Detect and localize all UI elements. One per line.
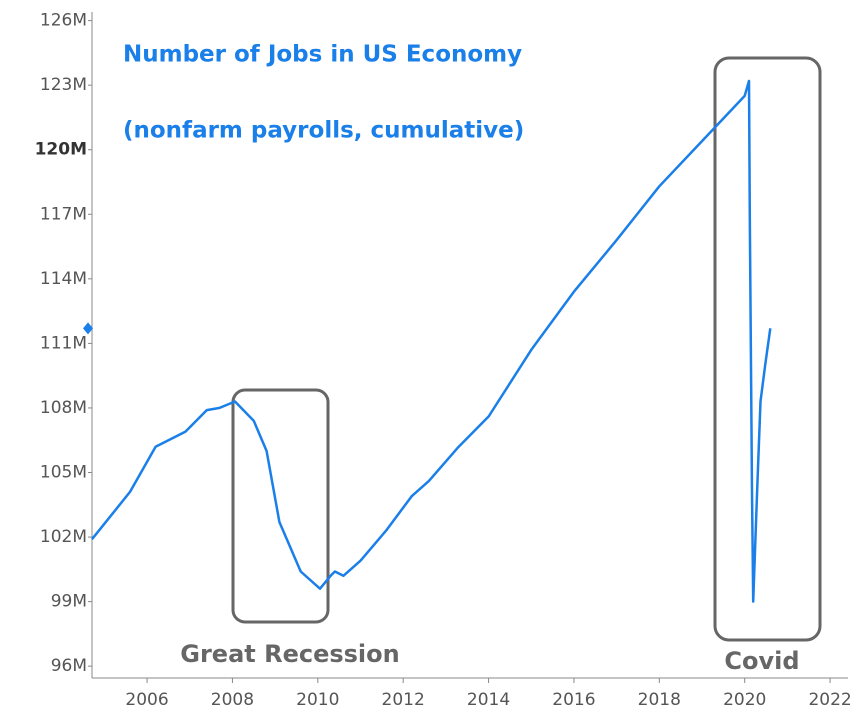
y-tick-label: 102M bbox=[40, 527, 87, 547]
y-tick-label: 126M bbox=[40, 11, 87, 31]
x-tick-label: 2018 bbox=[638, 690, 681, 710]
x-tick-label: 2012 bbox=[382, 690, 425, 710]
y-tick-label: 120M bbox=[35, 140, 87, 160]
x-tick-label: 2010 bbox=[296, 690, 339, 710]
y-tick-label: 123M bbox=[40, 75, 87, 95]
x-tick-label: 2008 bbox=[211, 690, 254, 710]
annotation: Great Recession bbox=[180, 640, 399, 668]
last-value-marker bbox=[83, 322, 93, 335]
highlight-box bbox=[713, 56, 822, 642]
y-tick-label: 108M bbox=[40, 398, 87, 418]
x-tick-label: 2006 bbox=[125, 690, 168, 710]
highlight-box bbox=[231, 388, 330, 624]
y-tick-label: 111M bbox=[40, 333, 87, 353]
chart-title: Number of Jobs in US Economy bbox=[123, 42, 522, 68]
annotation: Covid bbox=[724, 647, 799, 675]
y-tick-label: 117M bbox=[40, 204, 87, 224]
line-series bbox=[91, 79, 772, 603]
chart-subtitle: (nonfarm payrolls, cumulative) bbox=[123, 118, 524, 144]
x-tick-label: 2020 bbox=[723, 690, 766, 710]
x-tick-label: 2022 bbox=[808, 690, 851, 710]
x-tick-label: 2014 bbox=[467, 690, 510, 710]
y-tick-label: 96M bbox=[51, 656, 87, 676]
y-tick-label: 105M bbox=[40, 462, 87, 482]
y-tick-label: 114M bbox=[40, 269, 87, 289]
x-tick-label: 2016 bbox=[552, 690, 595, 710]
y-tick-label: 99M bbox=[51, 592, 87, 612]
